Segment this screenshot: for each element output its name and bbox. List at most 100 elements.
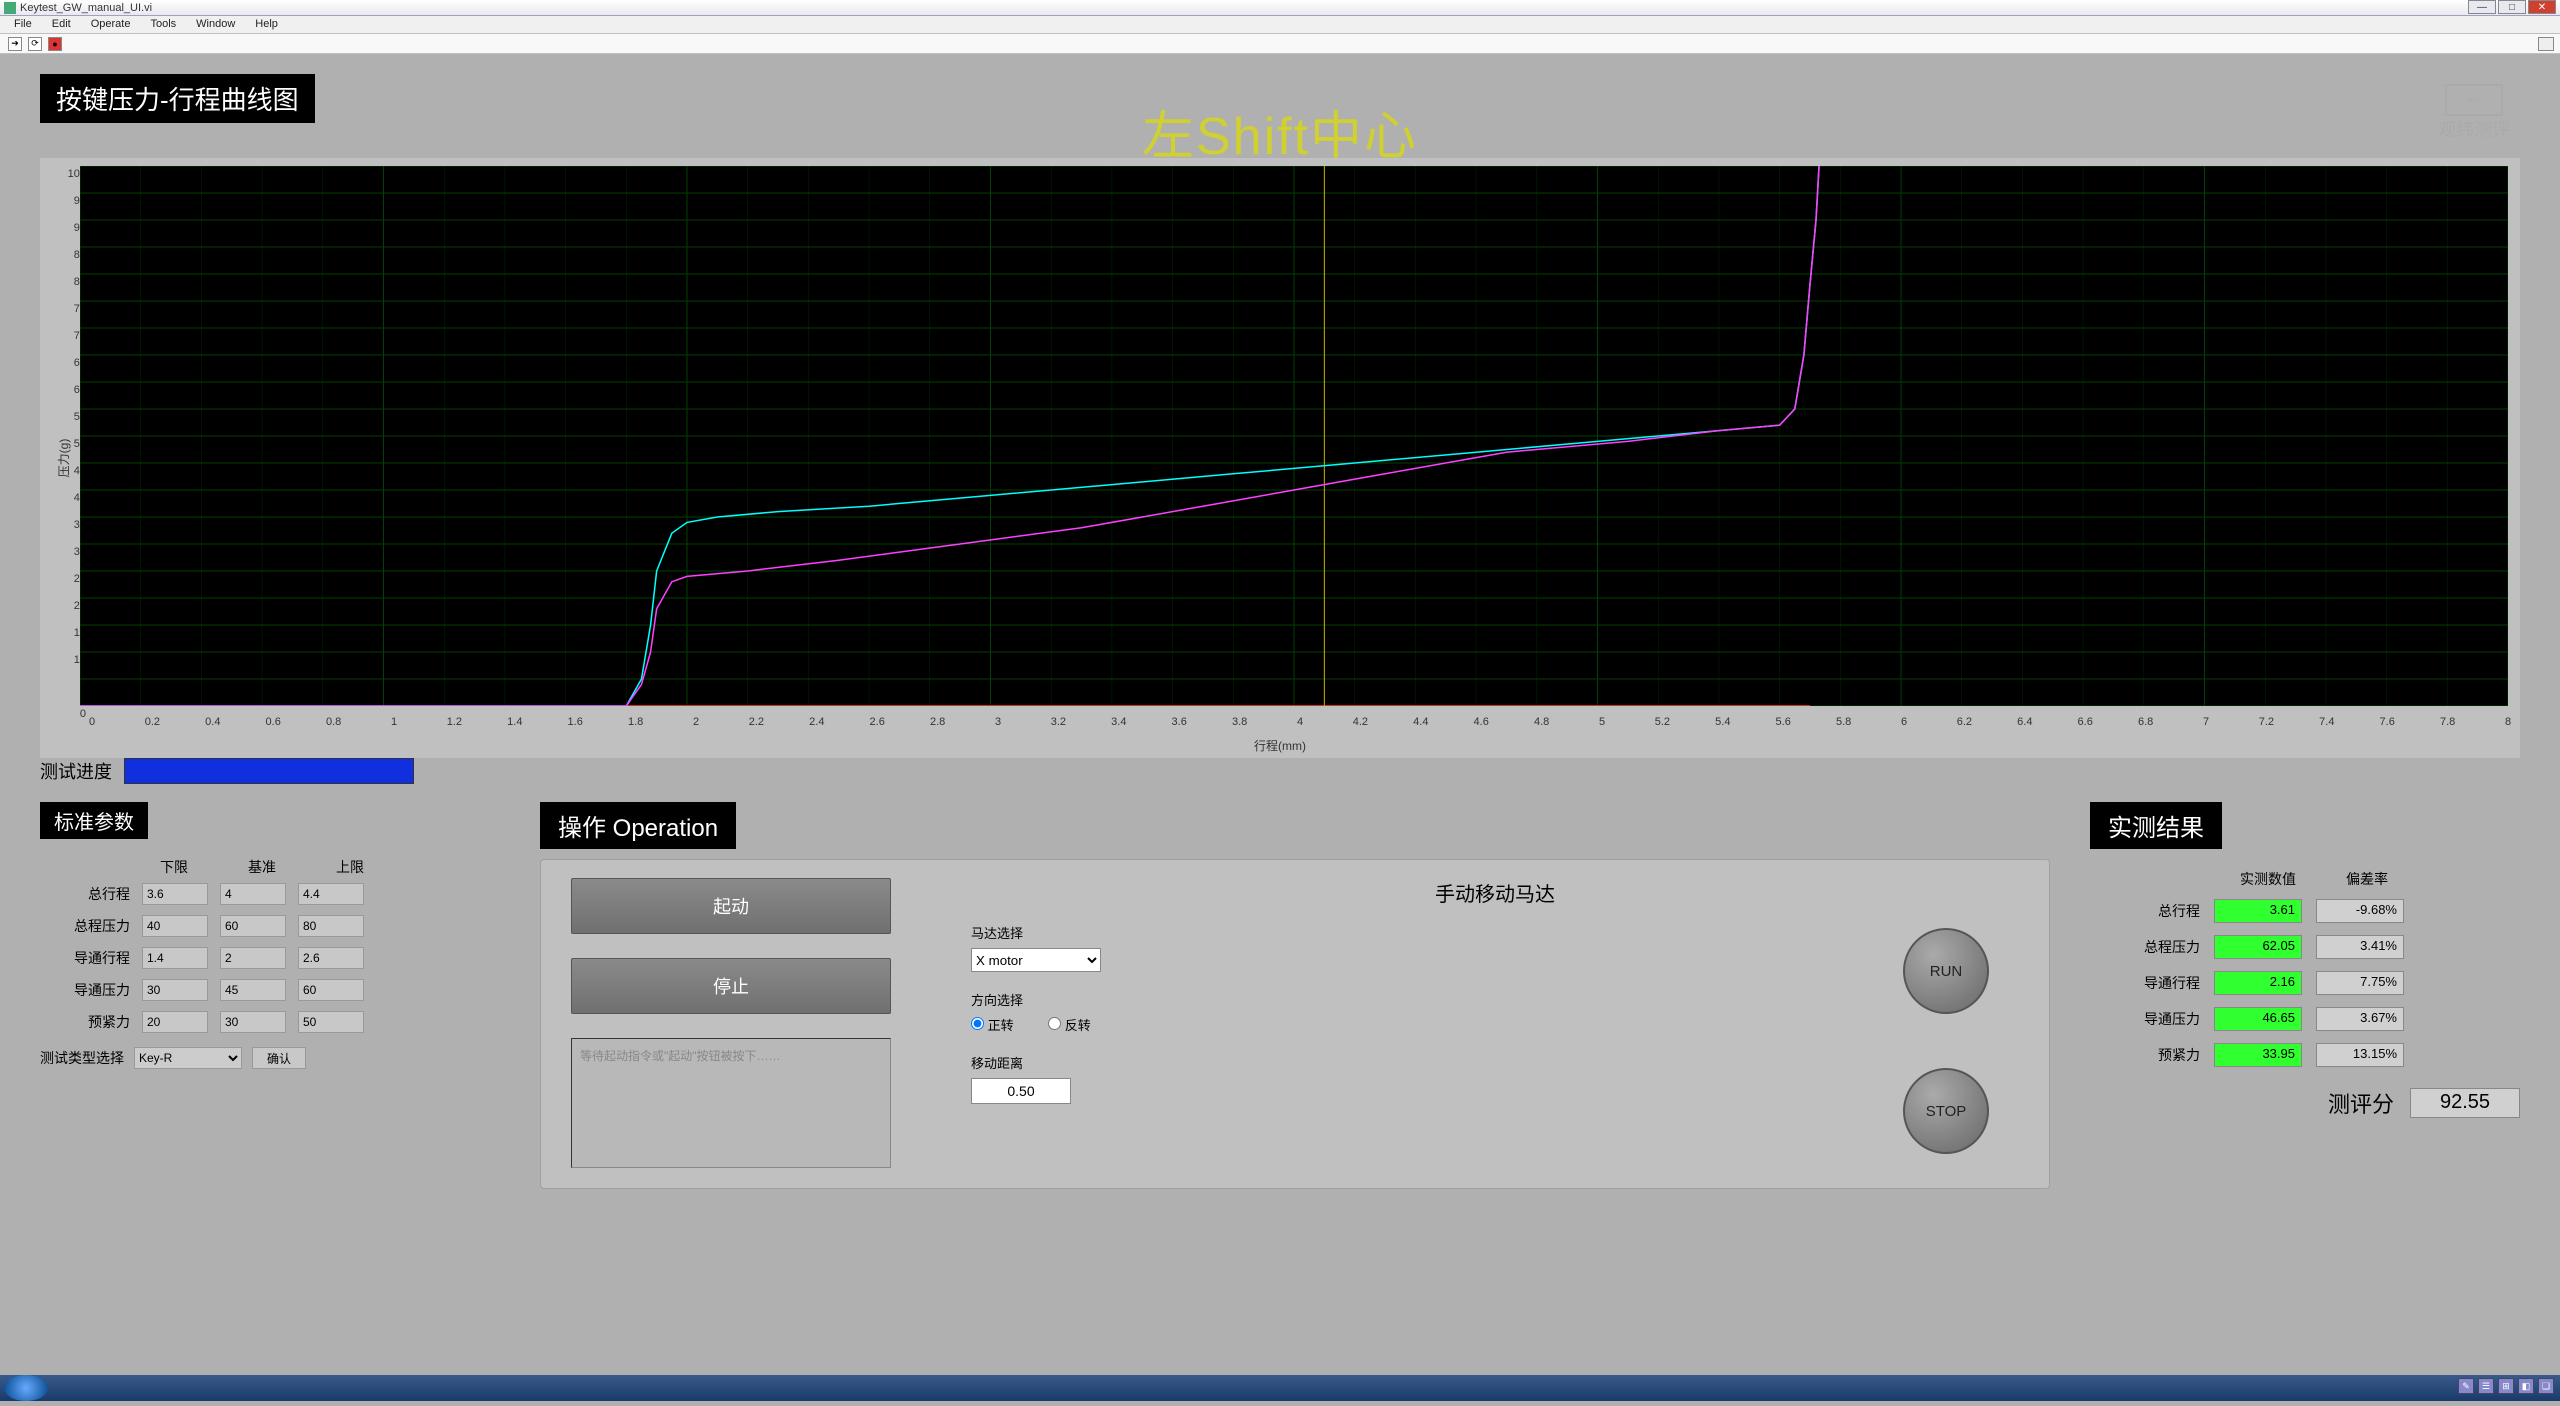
motor-stop-button[interactable]: STOP <box>1903 1068 1989 1154</box>
menu-operate[interactable]: Operate <box>81 16 141 33</box>
std-base-input[interactable] <box>220 979 286 1001</box>
std-hi-input[interactable] <box>298 1011 364 1033</box>
window-titlebar: Keytest_GW_manual_UI.vi — □ ✕ <box>0 0 2560 16</box>
window-max-button[interactable]: □ <box>2498 0 2526 14</box>
abort-icon[interactable]: ● <box>48 37 62 51</box>
result-label: 预紧力 <box>2090 1045 2200 1065</box>
tray-icon[interactable]: ✎ <box>2458 1378 2474 1394</box>
confirm-button[interactable]: 确认 <box>252 1047 306 1069</box>
direction-label: 方向选择 <box>971 990 2019 1009</box>
menu-file[interactable]: File <box>4 16 42 33</box>
result-value: 46.65 <box>2214 1007 2302 1031</box>
results-title: 实测结果 <box>2090 802 2222 849</box>
result-label: 总行程 <box>2090 901 2200 921</box>
chart-xticks: 00.20.40.60.811.21.41.61.822.22.42.62.83… <box>92 716 2508 732</box>
std-col-hi: 上限 <box>336 857 364 877</box>
logo-text: 观纬测评 <box>2438 116 2510 142</box>
std-base-input[interactable] <box>220 947 286 969</box>
tray-icon[interactable]: ⊞ <box>2498 1378 2514 1394</box>
std-hi-input[interactable] <box>298 883 364 905</box>
std-title: 标准参数 <box>40 802 148 839</box>
window-close-button[interactable]: ✕ <box>2528 0 2556 14</box>
result-label: 导通行程 <box>2090 973 2200 993</box>
run-continuous-icon[interactable]: ⟳ <box>28 37 42 51</box>
menu-bar: FileEditOperateToolsWindowHelp <box>0 16 2560 34</box>
std-lo-input[interactable] <box>142 979 208 1001</box>
force-travel-chart[interactable] <box>80 166 2508 706</box>
tray-icon[interactable]: ❏ <box>2538 1378 2554 1394</box>
std-base-input[interactable] <box>220 883 286 905</box>
app-icon <box>4 2 16 14</box>
tray-icon[interactable]: ☰ <box>2478 1378 2494 1394</box>
std-row-label: 总程压力 <box>40 916 130 936</box>
std-lo-input[interactable] <box>142 947 208 969</box>
dir-forward-radio[interactable]: 正转 <box>971 1018 1014 1033</box>
std-hi-input[interactable] <box>298 979 364 1001</box>
menu-window[interactable]: Window <box>186 16 245 33</box>
std-lo-input[interactable] <box>142 1011 208 1033</box>
std-base-input[interactable] <box>220 915 286 937</box>
op-body: 起动 停止 等待起动指令或"起动"按钮被按下…… 手动移动马达 马达选择 X m… <box>540 859 2050 1189</box>
result-deviation: 3.41% <box>2316 935 2404 959</box>
result-label: 导通压力 <box>2090 1009 2200 1029</box>
std-base-input[interactable] <box>220 1011 286 1033</box>
result-value: 2.16 <box>2214 971 2302 995</box>
score-value: 92.55 <box>2410 1088 2520 1118</box>
menu-help[interactable]: Help <box>245 16 288 33</box>
test-type-select[interactable]: Key-R <box>134 1047 242 1069</box>
result-row: 预紧力 33.95 13.15% <box>2090 1043 2520 1067</box>
results-col-headers: 实测数值 偏差率 <box>2240 869 2520 889</box>
std-hi-input[interactable] <box>298 915 364 937</box>
std-row: 总行程 <box>40 883 500 905</box>
motor-select[interactable]: X motor <box>971 948 1101 972</box>
chart-xlabel: 行程(mm) <box>1254 737 1306 754</box>
start-button[interactable]: 起动 <box>571 878 891 934</box>
menu-tools[interactable]: Tools <box>140 16 186 33</box>
main-canvas: 按键压力-行程曲线图 左Shift中心 〰 观纬测评 压力(g) 0510152… <box>0 54 2560 1375</box>
tool-strip: ➔ ⟳ ● <box>0 34 2560 54</box>
distance-input[interactable] <box>971 1078 1071 1104</box>
result-deviation: -9.68% <box>2316 899 2404 923</box>
result-row: 总程压力 62.05 3.41% <box>2090 935 2520 959</box>
test-type-row: 测试类型选择 Key-R 确认 <box>40 1047 500 1069</box>
result-deviation: 13.15% <box>2316 1043 2404 1067</box>
menu-edit[interactable]: Edit <box>42 16 81 33</box>
header: 按键压力-行程曲线图 左Shift中心 〰 观纬测评 <box>40 74 2520 154</box>
brand-logo: 〰 观纬测评 <box>2438 84 2510 142</box>
start-button-icon[interactable] <box>4 1375 48 1401</box>
progress-label: 测试进度 <box>40 758 112 784</box>
progress-bar <box>124 758 414 784</box>
test-type-label: 测试类型选择 <box>40 1048 124 1068</box>
std-row: 导通行程 <box>40 947 500 969</box>
dir-reverse-radio[interactable]: 反转 <box>1048 1018 1091 1033</box>
system-tray[interactable]: ✎ ☰ ⊞ ◧ ❏ <box>2458 1378 2554 1394</box>
std-col-lo: 下限 <box>160 857 188 877</box>
run-button[interactable]: RUN <box>1903 928 1989 1014</box>
run-arrow-icon[interactable]: ➔ <box>8 37 22 51</box>
res-col-dev: 偏差率 <box>2346 869 2388 889</box>
chart-title-box: 按键压力-行程曲线图 <box>40 74 315 123</box>
taskbar[interactable]: ✎ ☰ ⊞ ◧ ❏ <box>0 1375 2560 1401</box>
std-row-label: 预紧力 <box>40 1012 130 1032</box>
result-value: 33.95 <box>2214 1043 2302 1067</box>
result-row: 总行程 3.61 -9.68% <box>2090 899 2520 923</box>
std-row: 预紧力 <box>40 1011 500 1033</box>
distance-label: 移动距离 <box>971 1053 2019 1072</box>
stop-button[interactable]: 停止 <box>571 958 891 1014</box>
result-deviation: 7.75% <box>2316 971 2404 995</box>
std-row-label: 导通行程 <box>40 948 130 968</box>
help-icon[interactable] <box>2538 37 2554 51</box>
std-lo-input[interactable] <box>142 915 208 937</box>
res-col-val: 实测数值 <box>2240 869 2296 889</box>
std-hi-input[interactable] <box>298 947 364 969</box>
motor-select-label: 马达选择 <box>971 923 2019 942</box>
results-panel: 实测结果 实测数值 偏差率 总行程 3.61 -9.68% 总程压力 62.05 … <box>2090 802 2520 1119</box>
window-min-button[interactable]: — <box>2468 0 2496 14</box>
score-row: 测评分 92.55 <box>2090 1087 2520 1119</box>
std-col-headers: 下限 基准 上限 <box>160 857 500 877</box>
motor-title: 手动移动马达 <box>971 878 2019 907</box>
std-lo-input[interactable] <box>142 883 208 905</box>
logo-icon: 〰 <box>2445 84 2503 116</box>
tray-icon[interactable]: ◧ <box>2518 1378 2534 1394</box>
std-row: 总程压力 <box>40 915 500 937</box>
